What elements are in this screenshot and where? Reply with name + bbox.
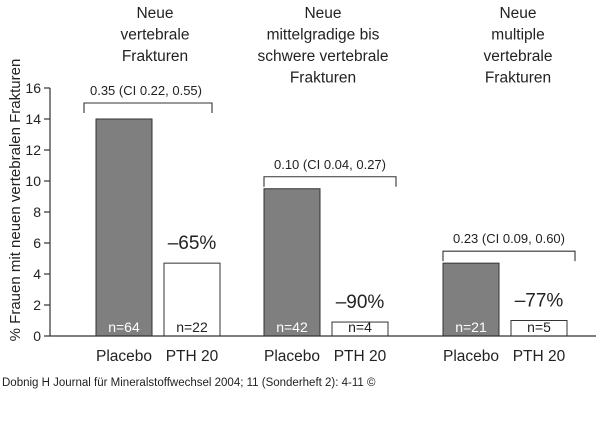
x-category-label: PTH 20 — [334, 348, 387, 365]
bars-layer — [95, 118, 568, 337]
y-tick-label: 2 — [33, 297, 41, 313]
bar-placebo — [263, 188, 321, 337]
y-tick-label: 16 — [25, 80, 41, 96]
group-title-line: Frakturen — [290, 70, 356, 87]
comparison-bracket — [442, 250, 576, 262]
reduction-label: –65% — [168, 233, 217, 254]
ci-label: 0.35 (CI 0.22, 0.55) — [90, 83, 202, 98]
bar-n-label: n=21 — [455, 319, 487, 335]
bar-pth20 — [163, 262, 221, 337]
group-title-line: mittelgradige bis — [267, 27, 380, 44]
x-category-label: Placebo — [264, 348, 320, 365]
bar-placebo — [95, 118, 153, 337]
bar-n-label: n=22 — [176, 319, 208, 335]
group-title-line: Frakturen — [485, 70, 551, 87]
y-ticks-layer: 0 2 4 6 8 10 12 14 16 — [25, 80, 50, 344]
comparison-bracket — [83, 102, 213, 113]
group-title-line: multiple — [491, 27, 544, 44]
annotation-layer: Neue vertebrale Frakturen n=64 Placebo n=22 PT… — [83, 5, 576, 365]
x-category-label: Placebo — [443, 348, 499, 365]
ci-label: 0.10 (CI 0.04, 0.27) — [274, 157, 386, 172]
x-category-label: PTH 20 — [513, 348, 566, 365]
y-axis-label: % Frauen mit neuen vertebralen Frakturen — [7, 59, 24, 342]
x-category-label: Placebo — [96, 348, 152, 365]
reduction-label: –90% — [336, 292, 385, 313]
group-title-line: vertebrale — [484, 48, 553, 65]
y-tick-label: 12 — [25, 142, 41, 158]
comparison-bracket — [263, 176, 397, 187]
group-title-line: Neue — [136, 5, 173, 22]
group-title-line: Neue — [499, 5, 536, 22]
y-tick-label: 6 — [33, 235, 41, 251]
bar-placebo — [442, 262, 500, 337]
group-title-line: Frakturen — [122, 48, 188, 65]
bar-n-label: n=42 — [276, 319, 308, 335]
y-tick-label: 0 — [33, 328, 41, 344]
bar-n-label: n=5 — [527, 319, 551, 335]
y-tick-label: 4 — [33, 266, 41, 282]
reduction-label: –77% — [515, 291, 564, 312]
y-tick-label: 14 — [25, 111, 41, 127]
bar-n-label: n=4 — [348, 319, 372, 335]
x-category-label: PTH 20 — [166, 348, 219, 365]
y-tick-label: 8 — [33, 204, 41, 220]
bar-n-label: n=64 — [108, 319, 140, 335]
y-tick-label: 10 — [25, 173, 41, 189]
group-title-line: vertebrale — [121, 27, 190, 44]
citation-text: Dobnig H Journal für Mineralstoffwechsel… — [2, 377, 376, 389]
ci-label: 0.23 (CI 0.09, 0.60) — [453, 231, 565, 246]
group-title-line: schwere vertebrale — [258, 48, 389, 65]
group-title-line: Neue — [304, 5, 341, 22]
